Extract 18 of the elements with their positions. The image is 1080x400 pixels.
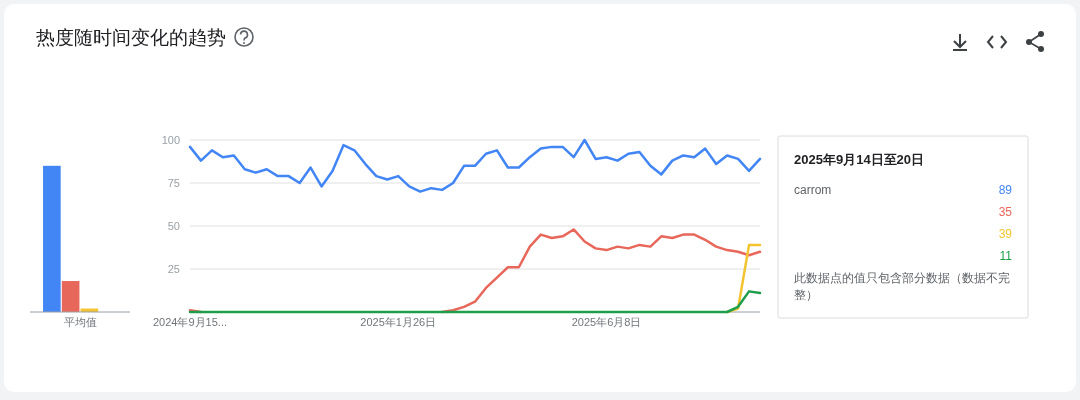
x-tick-label: 平均值 <box>63 316 97 328</box>
text: 35 <box>998 205 1013 219</box>
x-tick-label: 2024年9月15... <box>153 316 227 328</box>
x-tick-label: 2025年6月8日 <box>571 316 642 328</box>
y-tick-label: 25 <box>167 262 180 275</box>
text: 此数据点的值只包含部分数据（数据不完整） <box>794 271 1010 302</box>
text: 2025年9月14日至20日 <box>794 152 925 167</box>
text: 89 <box>998 183 1013 197</box>
text: 39 <box>998 227 1013 241</box>
x-tick-label: 2025年1月26日 <box>360 316 437 328</box>
y-tick-label: 75 <box>167 176 180 189</box>
y-tick-label: 100 <box>161 133 180 146</box>
text: 11 <box>999 249 1013 263</box>
chart-title: 热度随时间变化的趋势 <box>36 27 226 48</box>
text: carrom <box>794 183 832 197</box>
y-tick-label: 50 <box>167 219 180 232</box>
line-series <box>188 138 762 193</box>
line-series <box>188 290 762 314</box>
